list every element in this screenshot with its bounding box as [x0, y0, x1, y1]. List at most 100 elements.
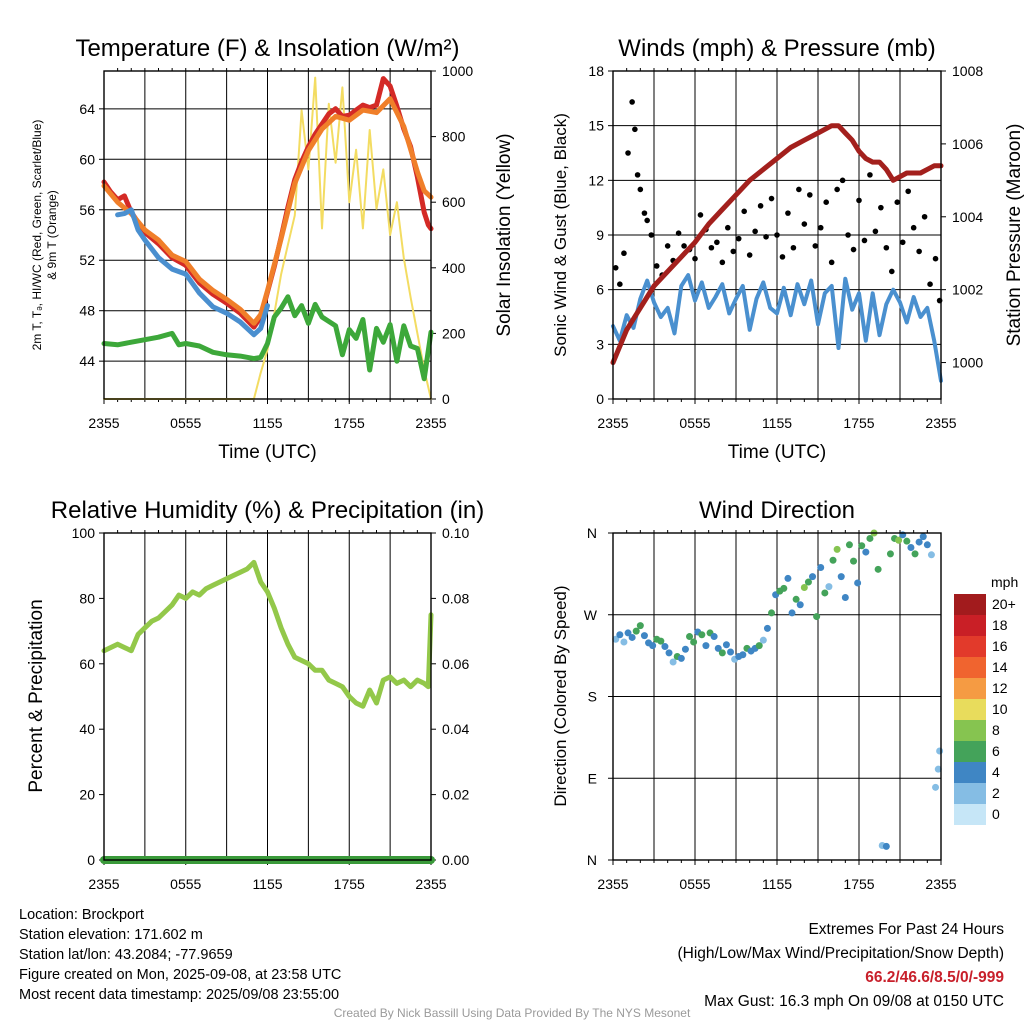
direction-point	[911, 550, 919, 558]
gust-point	[763, 234, 769, 240]
x-tick-label: 1155	[762, 415, 792, 431]
colorbar-label: 0	[992, 806, 1000, 822]
extremes-subtitle: (High/Low/Max Wind/Precipitation/Snow De…	[677, 945, 1005, 962]
recent-timestamp: Most recent data timestamp: 2025/09/08 2…	[19, 987, 340, 1003]
extremes-info: Extremes For Past 24 Hours (High/Low/Max…	[678, 918, 1005, 1014]
y-tick-label: 100	[72, 525, 96, 541]
y2-axis-label: Station Pressure (Maroon)	[1004, 124, 1024, 347]
gust-point	[617, 281, 623, 288]
max-gust: Max Gust: 16.3 mph On 09/08 at 0150 UTC	[704, 993, 1004, 1010]
x-tick-label: 0555	[170, 415, 201, 431]
direction-point	[886, 550, 894, 558]
x-tick-label: 2355	[597, 876, 628, 892]
direction-point	[903, 537, 911, 545]
direction-point	[661, 643, 669, 651]
gust-point	[725, 224, 731, 231]
y2-tick-label: 400	[442, 260, 466, 276]
gust-point	[785, 210, 791, 216]
colorbar: mph 20+ 18 16 14 12 10 8 6 4 2 0	[954, 574, 1018, 825]
direction-point	[866, 534, 874, 542]
direction-point	[817, 564, 825, 572]
plot-border	[612, 532, 942, 861]
gust-point	[629, 99, 635, 105]
direction-point	[833, 545, 841, 553]
chart-title: Temperature (F) & Insolation (W/m²)	[75, 35, 459, 62]
y2-tick-label: 0.02	[442, 787, 469, 803]
direction-point	[841, 593, 849, 601]
series-line-hi-wc	[115, 207, 270, 338]
colorbar-label: 2	[992, 785, 1000, 801]
direction-point	[788, 609, 796, 617]
colorbar-swatch	[954, 783, 986, 804]
gust-point	[692, 255, 698, 262]
direction-point	[636, 622, 644, 630]
station-elevation: Station elevation: 171.602 m	[19, 927, 203, 943]
chart-panel-1: 2355 0555 1155 1755 2355 Temperature (F) & In…	[30, 35, 515, 463]
gust-point	[681, 243, 687, 249]
y-tick-label: 52	[79, 252, 95, 268]
gust-point	[910, 224, 917, 231]
y-tick-label: 3	[596, 336, 604, 352]
x-tick-label: 2355	[88, 415, 119, 431]
y2-tick-label: 1004	[952, 209, 983, 225]
gust-point	[812, 243, 819, 249]
y2-tick-label: 0.06	[442, 656, 469, 672]
y2-tick-label: 200	[442, 325, 466, 341]
gust-point	[621, 250, 627, 257]
direction-point	[829, 556, 837, 564]
station-latlon: Station lat/lon: 43.2084; -77.9659	[19, 947, 233, 963]
direction-point	[850, 557, 858, 565]
gust-point	[889, 268, 895, 275]
direction-point	[624, 629, 632, 637]
colorbar-label: 12	[992, 680, 1008, 696]
gust-point	[916, 248, 922, 255]
colorbar-label: 14	[992, 659, 1008, 675]
colorbar-swatch	[954, 594, 986, 615]
direction-point	[710, 633, 718, 641]
direction-point	[727, 648, 735, 656]
gust-point	[664, 243, 671, 249]
x-axis-label: Time (UTC)	[728, 442, 827, 463]
y2-tick-label: 600	[442, 194, 466, 210]
x-tick-label: 2355	[925, 876, 956, 892]
y-tick-label: 56	[79, 202, 95, 218]
gust-point	[834, 186, 840, 193]
y-tick-label: 12	[588, 172, 604, 188]
y-tick-label: 64	[79, 101, 95, 117]
series-line-9m-t	[101, 96, 434, 326]
direction-point	[800, 584, 808, 591]
y-tick-label: 20	[79, 787, 95, 803]
colorbar-swatch	[954, 615, 986, 636]
y2-tick-label: 0.10	[442, 525, 469, 541]
direction-point	[690, 638, 698, 646]
direction-point	[915, 538, 923, 546]
y-tick-label: 60	[79, 656, 95, 672]
series-line-pressure	[610, 123, 944, 366]
direction-point	[714, 644, 722, 652]
gust-point	[648, 232, 655, 238]
direction-point	[686, 633, 694, 641]
station-info: Location: Brockport Station elevation: 1…	[19, 905, 341, 1005]
direction-point	[809, 573, 817, 581]
direction-point	[796, 601, 804, 609]
colorbar-swatch	[954, 804, 986, 825]
gust-point	[741, 208, 747, 215]
gust-point	[708, 244, 715, 251]
colorbar-label: 6	[992, 743, 1000, 759]
gust-point	[697, 212, 704, 218]
x-tick-label: 1755	[843, 415, 874, 431]
gust-point	[752, 228, 758, 235]
y-tick-label: 44	[79, 353, 95, 369]
chart-panel-4: 2355 0555 1155 1755 2355 Wind Direction N E S W N D…	[551, 497, 1018, 892]
gust-point	[774, 232, 780, 238]
y-tick-label: N	[587, 852, 597, 868]
x-tick-label: 1155	[252, 415, 282, 431]
y2-tick-label: 1000	[952, 355, 983, 371]
direction-point	[934, 765, 942, 773]
direction-point	[628, 633, 636, 641]
colorbar-label: 8	[992, 722, 1000, 738]
x-tick-label: 2355	[925, 415, 956, 431]
colorbar-label: 16	[992, 638, 1008, 654]
y-tick-label: W	[584, 607, 598, 623]
gust-point	[637, 186, 644, 193]
